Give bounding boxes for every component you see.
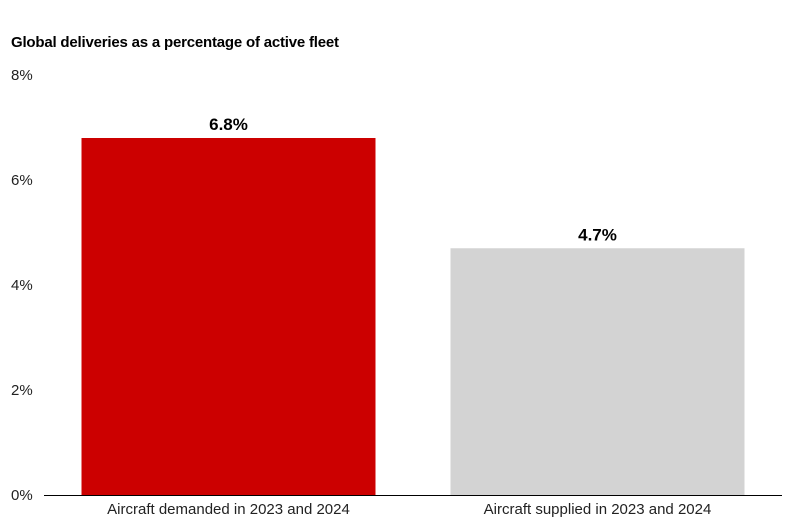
y-tick-label: 8% — [11, 67, 33, 84]
y-tick-label: 4% — [11, 277, 33, 294]
bar-value-label: 4.7% — [578, 225, 617, 244]
bars-group — [81, 138, 745, 495]
chart-title: Global deliveries as a percentage of act… — [11, 34, 339, 51]
category-labels-group: Aircraft demanded in 2023 and 2024 Aircra… — [107, 501, 711, 518]
y-tick-label: 2% — [11, 382, 33, 399]
bar — [81, 138, 376, 495]
y-axis-ticks: 0% 2% 4% 6% 8% — [11, 67, 33, 504]
bar — [450, 248, 745, 495]
category-label: Aircraft supplied in 2023 and 2024 — [484, 501, 712, 518]
y-tick-label: 6% — [11, 172, 33, 189]
category-label: Aircraft demanded in 2023 and 2024 — [107, 501, 350, 518]
y-tick-label: 0% — [11, 487, 33, 504]
bar-value-label: 6.8% — [209, 115, 248, 134]
data-labels-group: 6.8% 4.7% — [209, 115, 617, 244]
